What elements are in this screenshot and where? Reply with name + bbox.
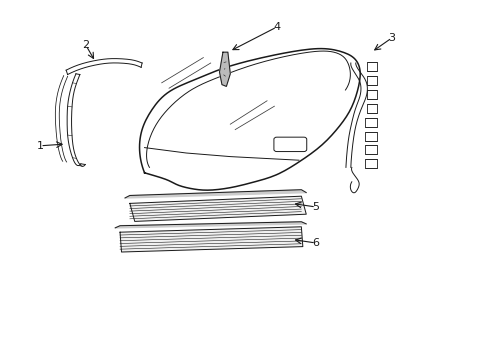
Bar <box>365 118 377 127</box>
Text: 4: 4 <box>273 22 280 32</box>
Bar <box>365 131 377 140</box>
Bar <box>365 145 377 154</box>
Polygon shape <box>115 222 306 228</box>
Polygon shape <box>120 227 303 252</box>
Text: 6: 6 <box>313 238 319 248</box>
Polygon shape <box>220 52 230 86</box>
Bar <box>367 76 377 85</box>
Text: 1: 1 <box>37 141 44 151</box>
Polygon shape <box>125 190 306 198</box>
Bar <box>365 159 377 168</box>
Bar <box>367 104 377 113</box>
Bar <box>367 62 377 71</box>
Text: 3: 3 <box>389 33 395 43</box>
FancyBboxPatch shape <box>274 137 307 152</box>
Text: 5: 5 <box>313 202 319 212</box>
Bar <box>367 90 377 99</box>
Polygon shape <box>130 196 306 221</box>
Text: 2: 2 <box>82 40 89 50</box>
